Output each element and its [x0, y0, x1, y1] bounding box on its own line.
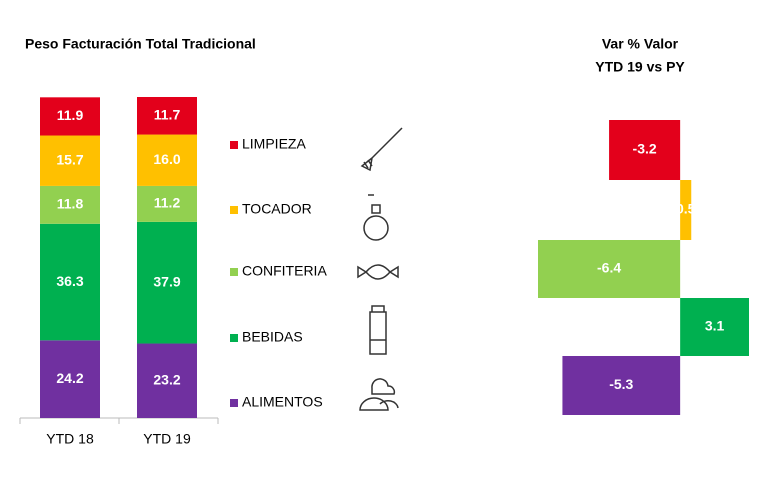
bar-segment: [137, 134, 197, 186]
bar: [609, 120, 681, 180]
data-label: 15.7: [56, 151, 83, 167]
legend-swatch: [230, 268, 238, 276]
can-icon: [369, 305, 387, 355]
legend-swatch: [230, 141, 238, 149]
data-label: 11.7: [154, 106, 181, 122]
bar-segment: [40, 185, 100, 224]
candy-icon: [357, 264, 399, 280]
broom-icon: [360, 127, 403, 172]
x-tick-label: YTD 19: [143, 431, 191, 447]
data-label: 11.9: [57, 107, 84, 123]
data-label: 16.0: [153, 151, 180, 167]
icons: [357, 127, 403, 411]
data-label: 23.2: [153, 371, 180, 387]
bar-segment: [137, 221, 197, 344]
data-label: 0.5: [676, 201, 696, 217]
legend-label: TOCADOR: [242, 201, 312, 217]
bar-segment: [137, 97, 197, 135]
legend-label: ALIMENTOS: [242, 394, 323, 410]
chart-subtitle: YTD 19 vs PY: [595, 59, 685, 75]
bar-segment: [40, 135, 100, 186]
data-label: -3.2: [633, 141, 657, 157]
bar-segment: [40, 223, 100, 341]
legend-swatch: [230, 399, 238, 407]
data-label: -6.4: [597, 260, 621, 276]
data-label: -5.3: [609, 376, 633, 392]
bar-segment: [137, 185, 197, 222]
data-label: 36.3: [56, 273, 83, 289]
bar: [562, 356, 681, 415]
legend-label: CONFITERIA: [242, 263, 327, 279]
bar: [538, 240, 681, 298]
legend-label: BEBIDAS: [242, 329, 303, 345]
bar-segment: [137, 343, 197, 418]
bar: [680, 180, 692, 240]
perfume-icon: [363, 194, 389, 241]
legend-swatch: [230, 206, 238, 214]
chart-title: Var % Valor: [602, 36, 679, 52]
chart-title: Peso Facturación Total Tradicional: [25, 36, 256, 52]
bar: [680, 298, 749, 356]
data-label: 24.2: [56, 370, 83, 386]
x-tick-label: YTD 18: [46, 431, 94, 447]
legend-label: LIMPIEZA: [242, 136, 306, 152]
data-label: 11.2: [154, 195, 181, 211]
data-label: 11.8: [57, 196, 84, 212]
data-label: 3.1: [705, 318, 725, 334]
data-label: 37.9: [153, 273, 180, 289]
legend-swatch: [230, 334, 238, 342]
bar-segment: [40, 340, 100, 418]
bar-segment: [40, 97, 100, 136]
food-icon: [359, 378, 399, 411]
